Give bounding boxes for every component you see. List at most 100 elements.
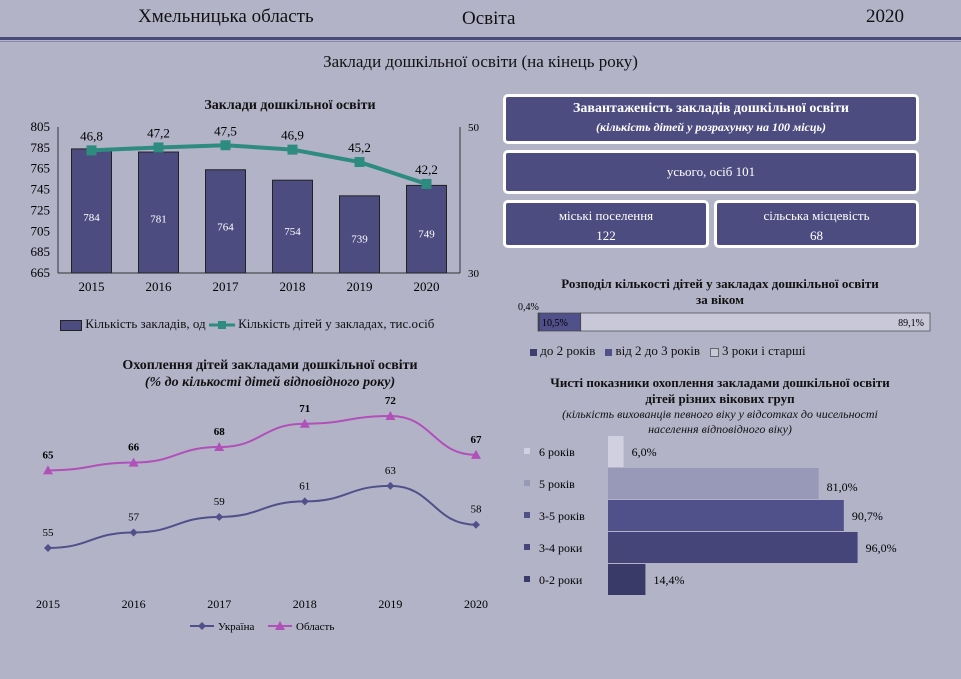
category-swatch <box>524 448 530 454</box>
chart3-title: Розподіл кількості дітей у закладах дошк… <box>561 276 879 307</box>
line-point <box>86 145 97 156</box>
bar-value-label: 81,0% <box>827 480 858 494</box>
x-tick-label: 2015 <box>79 279 105 294</box>
point-value-label: 65 <box>43 449 55 461</box>
line-point <box>354 157 365 168</box>
segment-label: 89,1% <box>898 318 924 329</box>
point-value-label: 66 <box>128 442 140 454</box>
region-title: Хмельницька область <box>138 6 314 27</box>
bar-value-label: 90,7% <box>852 509 883 523</box>
line-value-label: 47,2 <box>147 125 170 140</box>
bar <box>138 151 179 274</box>
urban-label: міські поселення <box>558 208 654 223</box>
x-tick-label: 2018 <box>293 597 317 611</box>
workload-total: усього, осіб 101 <box>666 164 756 179</box>
chart3-legend: до 2 років від 2 до 3 років 3 роки і ста… <box>530 343 930 359</box>
y-tick-label: 705 <box>31 223 51 238</box>
y-tick-label: 665 <box>31 265 51 280</box>
oblast-line <box>47 414 477 472</box>
workload-rural-box: сільська місцевість 68 <box>714 200 919 248</box>
oblast-point <box>43 465 53 475</box>
y-tick-label: 805 <box>31 119 51 134</box>
legend-age3-label: 3 роки і старші <box>721 343 806 358</box>
header-divider-thin <box>0 41 961 42</box>
category-swatch <box>524 576 530 582</box>
chart4-subtitle: (кількість вихованців певного віку у від… <box>562 407 878 436</box>
x-tick-label: 2016 <box>122 597 146 611</box>
x-tick-label: 2018 <box>280 279 306 294</box>
oblast-point <box>128 457 139 467</box>
y-tick-label: 685 <box>31 244 51 259</box>
line-value-label: 46,9 <box>281 128 304 143</box>
point-value-label: 57 <box>128 511 140 523</box>
legend-line-swatch <box>208 321 235 330</box>
legend-oblast-label: Область <box>296 621 334 633</box>
workload-title: Завантаженість закладів дошкільної освіт… <box>573 101 849 116</box>
year-label: 2020 <box>866 6 904 27</box>
legend-age2-swatch <box>605 348 613 356</box>
category-label: 3-5 років <box>539 509 585 523</box>
point-value-label: 68 <box>214 426 226 438</box>
bar-value-label: 14,4% <box>653 573 684 587</box>
point-value-label: 58 <box>471 504 483 516</box>
legend-bar-label: Кількість закладів, од <box>85 316 206 331</box>
legend-age2-label: від 2 до 3 років <box>615 343 700 358</box>
category-label: 6 років <box>539 445 575 459</box>
line-value-label: 47,5 <box>214 123 237 138</box>
bar <box>406 184 447 274</box>
line-point <box>287 144 298 155</box>
workload-title-box: Завантаженість закладів дошкільної освіт… <box>503 94 919 144</box>
bar <box>608 532 858 563</box>
line-point <box>220 140 231 151</box>
chart1-legend: Кількість закладів, од Кількість дітей у… <box>60 316 480 332</box>
chart2-subtitle: (% до кількості дітей відповідного року) <box>144 375 396 390</box>
workload-total-box: усього, осіб 101 <box>503 150 919 194</box>
bar-value-label: 781 <box>150 214 167 226</box>
ukraine-point <box>129 528 138 537</box>
point-value-label: 72 <box>385 395 397 407</box>
point-value-label: 55 <box>43 527 55 539</box>
oblast-point <box>471 449 481 459</box>
x-tick-label: 2020 <box>464 597 488 611</box>
line-point <box>153 142 164 153</box>
workload-urban-box: міські поселення 122 <box>503 200 709 248</box>
oblast-point <box>299 418 310 428</box>
oblast-point <box>214 442 225 452</box>
chart2-svg: 2015 2016 2017 2018 2019 2020 55 57 59 61 63 58 65 66… <box>36 395 488 633</box>
legend-ukraine-marker <box>198 622 206 630</box>
ukraine-point <box>215 512 224 521</box>
category-label: 5 років <box>539 477 575 491</box>
bar <box>608 564 646 595</box>
line-value-label: 42,2 <box>415 162 438 177</box>
bar <box>272 179 313 274</box>
rural-value: 68 <box>810 228 823 243</box>
ukraine-point <box>386 481 395 490</box>
page-title: Заклади дошкільної освіти (на кінець рок… <box>323 52 638 71</box>
bar <box>339 195 380 274</box>
x-tick-label: 2019 <box>378 597 402 611</box>
ukraine-point <box>44 544 52 552</box>
oblast-point <box>385 411 396 420</box>
point-value-label: 71 <box>299 403 310 415</box>
children-line <box>91 143 428 186</box>
bar-value-label: 96,0% <box>866 541 897 555</box>
workload-subtitle: (кількість дітей у розрахунку на 100 міс… <box>595 120 827 134</box>
bar <box>608 500 844 531</box>
bar <box>71 148 112 274</box>
category-label: 3-4 роки <box>539 541 583 555</box>
line-value-label: 46,8 <box>80 128 103 143</box>
legend-age1-label: до 2 років <box>540 343 596 358</box>
header-divider <box>0 37 961 40</box>
bar <box>608 468 819 499</box>
x-tick-label: 2017 <box>207 597 231 611</box>
x-tick-label: 2019 <box>347 279 373 294</box>
category-swatch <box>524 512 530 518</box>
bar-value-label: 749 <box>418 229 435 241</box>
legend-age1-swatch <box>530 348 537 356</box>
y-tick-label: 725 <box>31 202 51 217</box>
x-tick-label: 2016 <box>146 279 173 294</box>
point-value-label: 61 <box>299 480 310 492</box>
point-value-label: 67 <box>471 434 483 446</box>
legend-bar-swatch <box>60 319 82 331</box>
topic-title: Освіта <box>462 8 516 29</box>
